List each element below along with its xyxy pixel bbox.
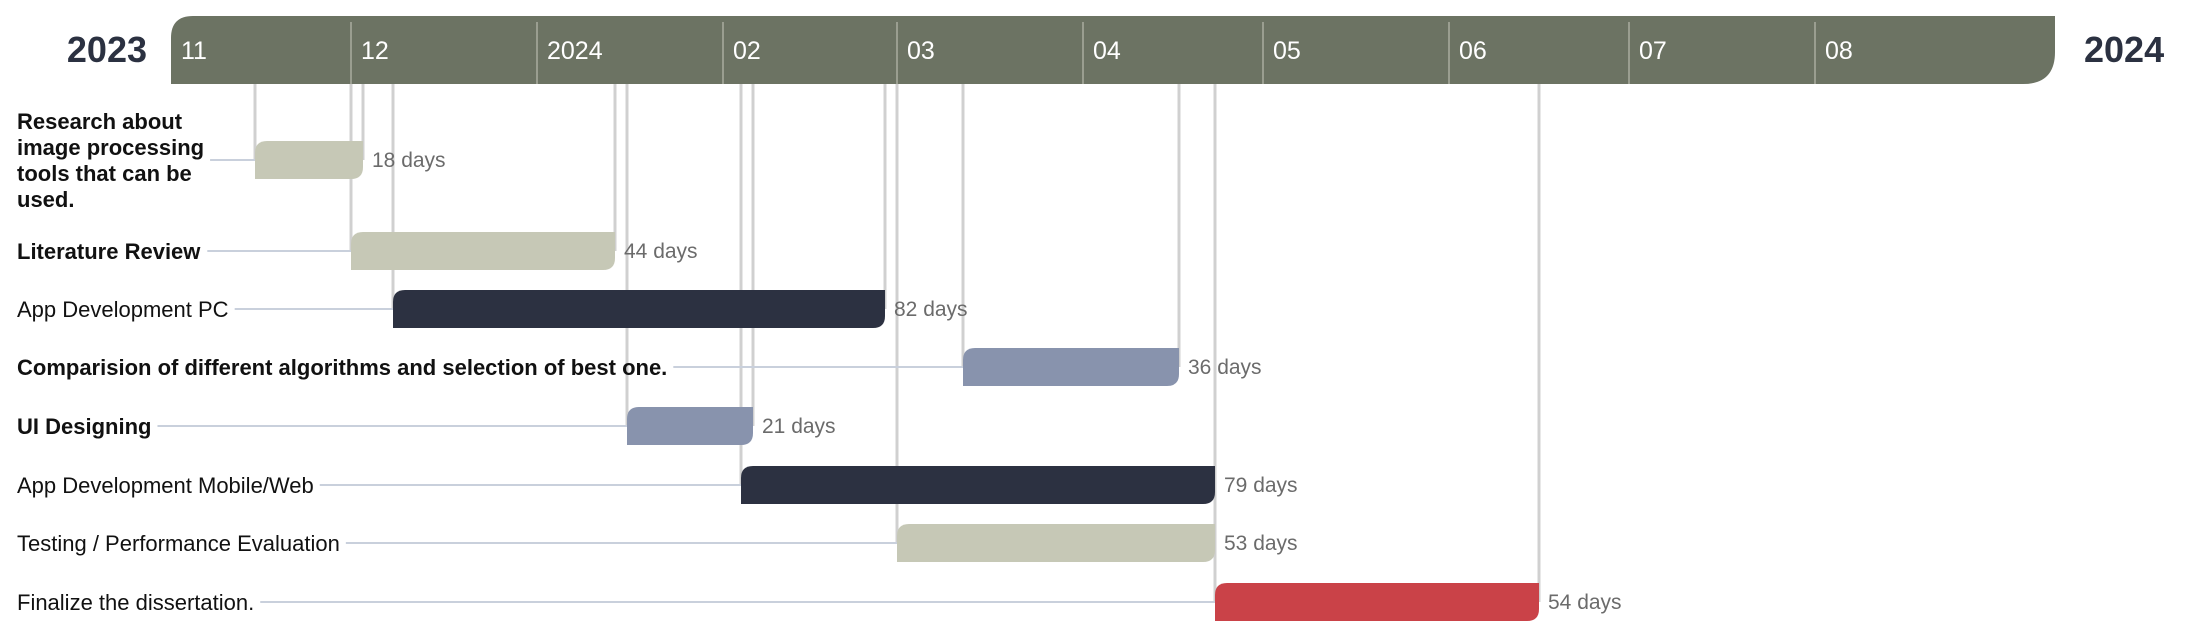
duration-label: 44 days [624, 240, 698, 263]
duration-label: 36 days [1188, 356, 1262, 379]
task-bar [741, 466, 1215, 504]
month-label: 07 [1639, 37, 1667, 65]
task-label: Research about image processing tools that… [17, 109, 204, 212]
task-label-line: UI Designing [17, 414, 151, 439]
month-label: 04 [1093, 37, 1121, 65]
month-label: 12 [361, 37, 389, 65]
year-start-label: 2023 [67, 29, 147, 70]
year-end-label: 2024 [2084, 29, 2164, 70]
task-bar [627, 407, 753, 445]
task-bar [255, 141, 363, 179]
task-bar [1215, 583, 1539, 621]
task-label-line: App Development PC [17, 297, 229, 322]
month-label: 02 [733, 37, 761, 65]
task-label: UI Designing [17, 414, 151, 439]
task-label-line: tools that can be [17, 161, 192, 186]
month-label: 05 [1273, 37, 1301, 65]
duration-label: 21 days [762, 415, 836, 438]
month-label: 03 [907, 37, 935, 65]
connector-lines [253, 84, 1541, 602]
task-label-line: used. [17, 187, 74, 212]
timeline-header [171, 16, 2055, 84]
month-ticks: 11 12 2024 02 03 04 05 06 07 08 [181, 22, 1853, 84]
task-label: App Development PC [17, 297, 229, 322]
duration-label: 79 days [1224, 474, 1298, 497]
task-label-line: Testing / Performance Evaluation [17, 531, 340, 556]
task-bar [963, 348, 1179, 386]
task-bar [393, 290, 885, 328]
duration-label: 53 days [1224, 532, 1298, 555]
month-label: 2024 [547, 37, 603, 65]
month-label: 06 [1459, 37, 1487, 65]
task-label: App Development Mobile/Web [17, 473, 314, 498]
task-bar [351, 232, 615, 270]
task-rows: Research about image processing tools that… [17, 109, 1622, 621]
task-label: Literature Review [17, 239, 201, 264]
duration-label: 82 days [894, 298, 968, 321]
duration-label: 54 days [1548, 591, 1622, 614]
month-label: 08 [1825, 37, 1853, 65]
task-label: Finalize the dissertation. [17, 590, 254, 615]
task-label-line: Literature Review [17, 239, 201, 264]
task-bar [897, 524, 1215, 562]
duration-label: 18 days [372, 149, 446, 172]
month-label: 11 [181, 37, 207, 65]
task-label-line: Research about [17, 109, 183, 134]
task-label: Comparision of different algorithms and … [17, 355, 667, 380]
task-label-line: image processing [17, 135, 204, 160]
task-label: Testing / Performance Evaluation [17, 531, 340, 556]
task-label-line: Finalize the dissertation. [17, 590, 254, 615]
task-label-line: App Development Mobile/Web [17, 473, 314, 498]
task-label-line: Comparision of different algorithms and … [17, 355, 667, 380]
